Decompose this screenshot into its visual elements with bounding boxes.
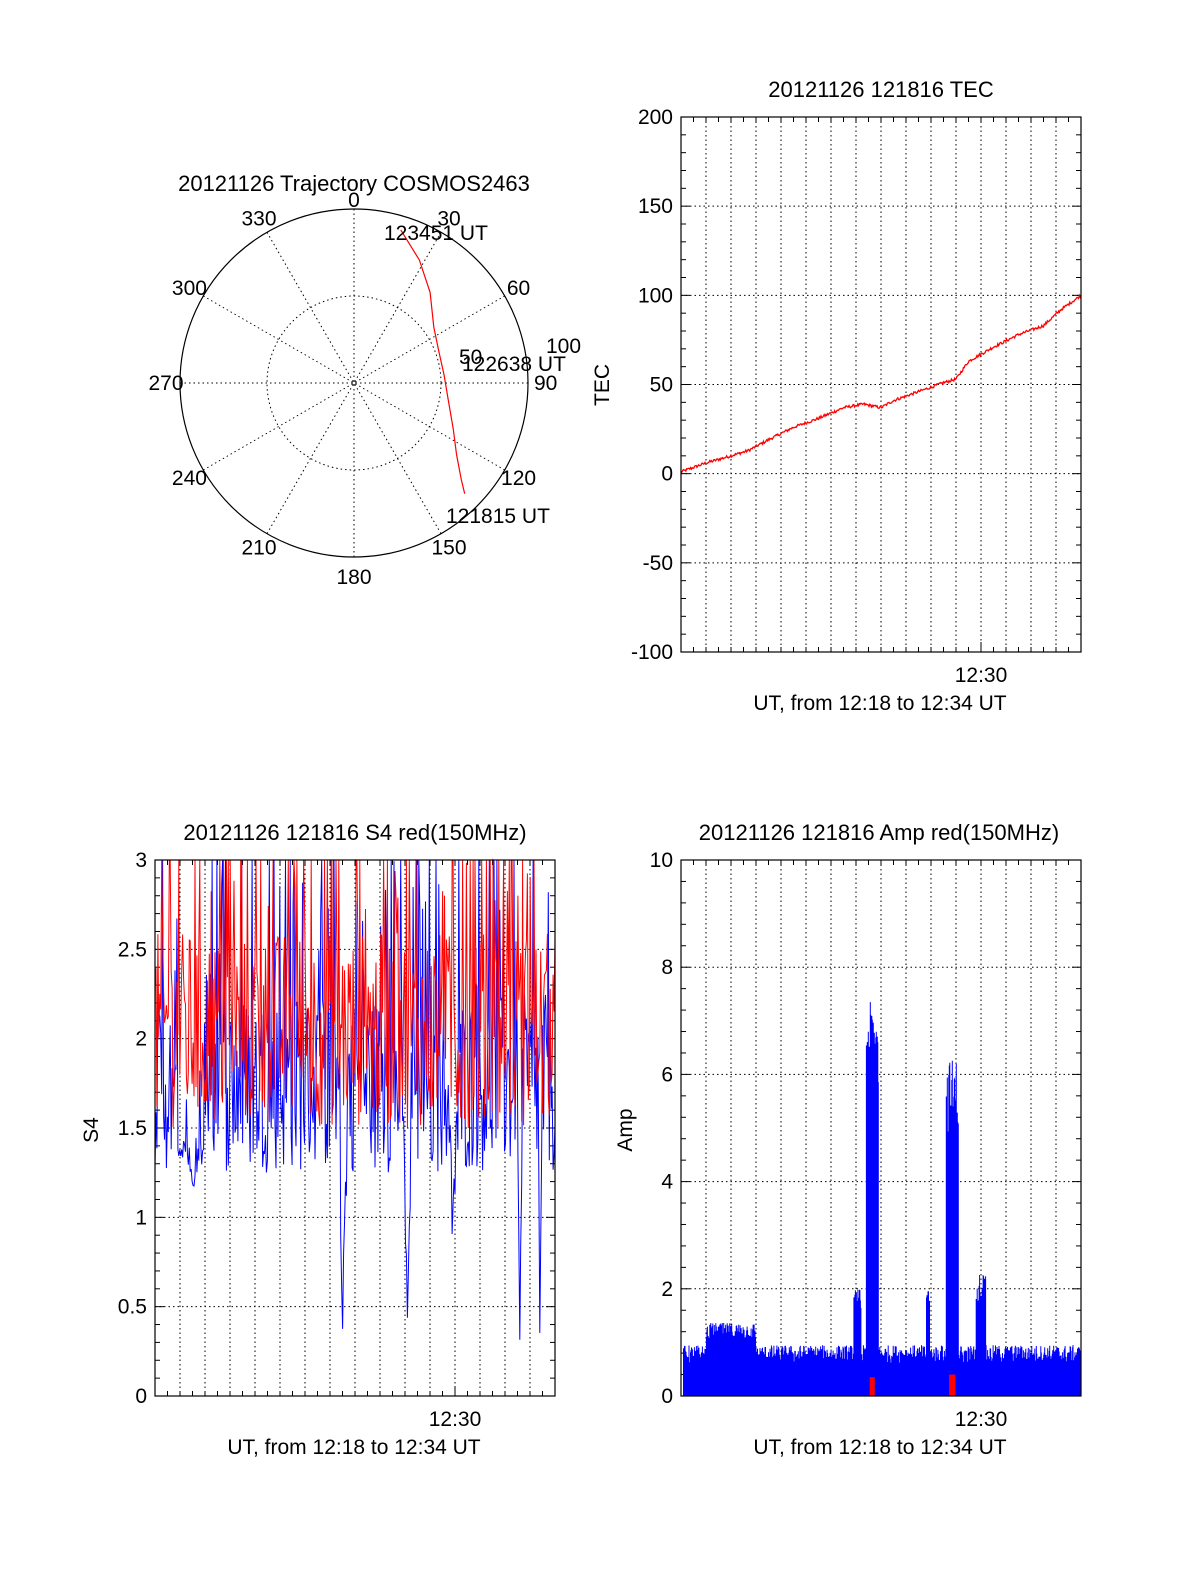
s4-title: 20121126 121816 S4 red(150MHz) [183,820,526,845]
polar-azimuth-label: 210 [241,537,276,560]
tec-panel: 20121126 121816 TEC -100-50050100150200 … [591,77,1082,715]
tec-x-label: UT, from 12:18 to 12:34 UT [753,692,1006,715]
trajectory-label-end: 123451 UT [384,222,488,245]
trajectory-label-start: 121815 UT [446,505,550,528]
s4-x-tick-label: 12:30 [429,1408,482,1431]
y-tick-label: -100 [631,641,673,664]
tec-y-label: TEC [591,364,614,406]
polar-azimuth-label: 30 [437,207,460,230]
s4-plot-frame [154,859,556,1397]
polar-azimuth-label: 60 [507,277,530,300]
amp-grid [681,860,1081,1396]
y-tick-label: 0 [135,1385,147,1408]
tec-series-line [680,293,1082,474]
tec-y-ticks: -100 -50 0 50 100 150 200 [631,106,1081,664]
y-tick-label: 2 [661,1278,673,1301]
polar-radius-label-100: 100 [546,335,581,358]
y-tick-label: 3 [135,849,147,872]
y-tick-label: -50 [643,552,673,575]
y-tick-label: 50 [650,374,673,397]
polar-azimuth-label: 150 [431,537,466,560]
trajectory-label-mid: 122638 UT [462,353,566,376]
s4-y-label: S4 [80,1117,103,1143]
y-tick-label: 200 [638,106,673,129]
y-tick-label: 1.5 [118,1117,147,1140]
y-tick-label: 2.5 [118,938,147,961]
s4-panel: 20121126 121816 S4 red(150MHz) 0 0.5 1 1.5 2… [80,820,556,1459]
polar-azimuth-label: 240 [172,467,207,490]
amp-title: 20121126 121816 Amp red(150MHz) [699,820,1059,845]
amp-x-label: UT, from 12:18 to 12:34 UT [753,1436,1006,1459]
polar-radius-label-50: 50 [459,346,482,369]
y-tick-label: 4 [661,1171,673,1194]
y-tick-label: 0 [661,1385,673,1408]
amp-x-tick-label: 12:30 [955,1408,1008,1431]
polar-azimuth-label: 120 [501,467,536,490]
amp-series-blue [683,1002,1082,1396]
s4-series-red [154,858,556,1129]
polar-azimuth-label: 270 [148,372,183,395]
amp-red-spike [949,1374,956,1396]
y-tick-label: 10 [650,849,673,872]
polar-azimuth-label: 180 [336,566,371,589]
amp-plot-frame [680,859,1082,1397]
s4-x-label: UT, from 12:18 to 12:34 UT [227,1436,480,1459]
s4-y-ticks: 0 0.5 1 1.5 2 2.5 3 [118,849,555,1408]
polar-azimuth-labels: 0 30 60 90 120 150 180 210 240 270 300 330 [148,189,557,589]
tec-grid [681,117,1081,652]
amp-series [683,1002,1082,1396]
tec-x-tick-label: 12:30 [955,664,1008,687]
amp-y-ticks: 0 2 4 6 8 10 [650,849,1081,1408]
trajectory-title: 20121126 Trajectory COSMOS2463 [178,171,530,196]
y-tick-label: 0 [661,463,673,486]
amp-red-spike [869,1377,875,1396]
y-tick-label: 150 [638,195,673,218]
y-tick-label: 2 [135,1028,147,1051]
y-tick-label: 0.5 [118,1296,147,1319]
tec-plot-frame [680,116,1082,653]
amp-y-label: Amp [614,1108,637,1151]
s4-series-blue [154,858,556,1340]
tec-title: 20121126 121816 TEC [768,77,994,102]
amp-panel: 20121126 121816 Amp red(150MHz) 0246810 … [614,820,1082,1459]
y-tick-label: 100 [638,284,673,307]
s4-series [154,858,556,1340]
polar-azimuth-label: 330 [241,207,276,230]
trajectory-line [400,229,466,494]
trajectory-panel: 20121126 Trajectory COSMOS2463 030609012… [148,171,581,589]
polar-azimuth-label: 0 [348,189,360,212]
y-tick-label: 1 [135,1206,147,1229]
y-tick-label: 6 [661,1063,673,1086]
polar-azimuth-label: 300 [172,277,207,300]
polar-azimuth-label: 90 [534,372,557,395]
y-tick-label: 8 [661,956,673,979]
